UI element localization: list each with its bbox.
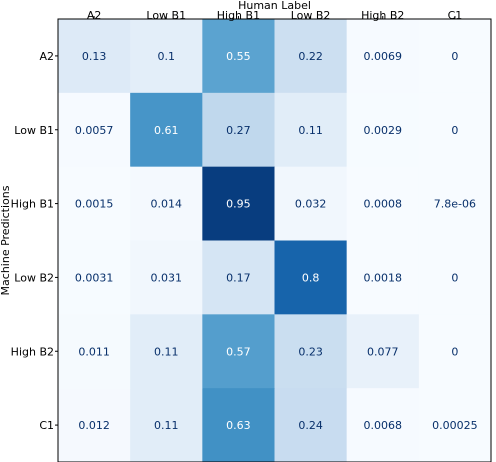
y-tick-label: High B1 <box>11 198 54 211</box>
heatmap-cell <box>130 166 203 241</box>
heatmap-cell <box>346 314 420 389</box>
heatmap-cell <box>346 92 420 168</box>
heatmap-cell <box>58 19 131 94</box>
plot-frame <box>57 18 492 462</box>
heatmap-cell <box>202 19 275 94</box>
cell-value-label: 0.22 <box>298 50 323 63</box>
y-tick-label: Low B2 <box>14 271 54 284</box>
heatmap-cell <box>202 166 275 241</box>
cell-value-label: 0.11 <box>154 345 179 358</box>
y-tick-label: Low B1 <box>14 124 54 137</box>
heatmap-cell <box>130 19 203 94</box>
heatmap-cell <box>274 240 348 315</box>
cell-value-label: 0.0031 <box>75 271 114 284</box>
x-tick-label: High B1 <box>217 9 260 22</box>
cell-value-label: 0.27 <box>226 124 251 137</box>
heatmap-cell <box>418 388 492 462</box>
cell-value-label: 0.8 <box>302 271 320 284</box>
cell-value-label: 0 <box>451 50 458 63</box>
cell-value-label: 7.8e-06 <box>434 198 476 211</box>
cell-value-label: 0.00025 <box>432 419 478 432</box>
cell-value-label: 0.57 <box>226 345 251 358</box>
cell-value-label: 0.1 <box>158 50 176 63</box>
cell-value-label: 0.11 <box>154 419 179 432</box>
cell-value-label: 0.13 <box>82 50 107 63</box>
cell-value-label: 0.24 <box>298 419 323 432</box>
heatmap-cell <box>418 166 492 241</box>
heatmap-cell <box>418 240 492 315</box>
cell-value-label: 0.032 <box>295 198 327 211</box>
cell-value-label: 0.0029 <box>364 124 403 137</box>
heatmap-cell <box>202 314 275 389</box>
cell-value-label: 0.63 <box>226 419 251 432</box>
heatmap-cell <box>346 166 420 241</box>
heatmap-cell <box>58 314 131 389</box>
heatmap-cell <box>202 92 275 168</box>
cell-value-label: 0.17 <box>226 271 251 284</box>
cell-value-label: 0.077 <box>367 345 399 358</box>
cell-value-label: 0.11 <box>298 124 323 137</box>
cell-value-label: 0.011 <box>78 345 110 358</box>
x-tick-label: High B2 <box>361 9 404 22</box>
x-tick-label: Low B1 <box>146 9 186 22</box>
cell-value-label: 0.95 <box>226 198 251 211</box>
heatmap-cell <box>130 314 203 389</box>
cell-value-label: 0.0057 <box>75 124 114 137</box>
x-tick-label: A2 <box>87 9 102 22</box>
y-tick-label: A2 <box>39 50 54 63</box>
heatmap-cell <box>346 19 420 94</box>
heatmap-cell <box>346 388 420 462</box>
x-tick-label: Low B2 <box>291 9 331 22</box>
heatmap-cell <box>202 240 275 315</box>
cell-value-label: 0.55 <box>226 50 251 63</box>
heatmap-cell <box>58 92 131 168</box>
heatmap-cell <box>202 388 275 462</box>
heatmap-cell <box>418 314 492 389</box>
cell-value-labels: 0.13 0.1 0.55 0.22 0.0069 0 0.0057 0.61 0.27 0.11… <box>75 50 478 432</box>
heatmap-cell <box>274 388 348 462</box>
y-axis-title: Machine Predictions <box>0 185 12 295</box>
axis-ticks: A2 Low B1 High B1 Low B2 High B2 C1 A2 Low B1 Hi… <box>11 9 463 432</box>
cell-value-label: 0.0068 <box>364 419 403 432</box>
heatmap-cell <box>274 314 348 389</box>
heatmap-cell <box>130 240 203 315</box>
cell-value-label: 0 <box>451 345 458 358</box>
heatmap-cell <box>130 388 203 462</box>
cell-value-label: 0 <box>451 271 458 284</box>
heatmap-cell <box>58 166 131 241</box>
cell-value-label: 0.0008 <box>364 198 403 211</box>
cell-value-label: 0.0069 <box>364 50 403 63</box>
heatmap-cell <box>418 19 492 94</box>
cell-value-label: 0.031 <box>151 271 183 284</box>
heatmap-cell <box>130 92 203 168</box>
y-tick-label: High B2 <box>11 345 54 358</box>
x-axis-title: Human Label <box>238 0 311 12</box>
heatmap-cell <box>274 19 348 94</box>
heatmap-cell <box>418 92 492 168</box>
cell-value-label: 0.014 <box>151 198 183 211</box>
heatmap-cell <box>274 92 348 168</box>
cell-value-label: 0 <box>451 124 458 137</box>
cell-value-label: 0.012 <box>78 419 110 432</box>
heatmap-cell <box>58 240 131 315</box>
heatmap-cell <box>58 388 131 462</box>
heatmap-cells <box>58 19 492 462</box>
x-tick-label: C1 <box>448 9 463 22</box>
cell-value-label: 0.23 <box>298 345 323 358</box>
cell-value-label: 0.0015 <box>75 198 114 211</box>
heatmap-cell <box>274 166 348 241</box>
cell-value-label: 0.61 <box>154 124 179 137</box>
heatmap-cell <box>346 240 420 315</box>
cell-value-label: 0.0018 <box>364 271 403 284</box>
y-tick-label: C1 <box>39 419 54 432</box>
